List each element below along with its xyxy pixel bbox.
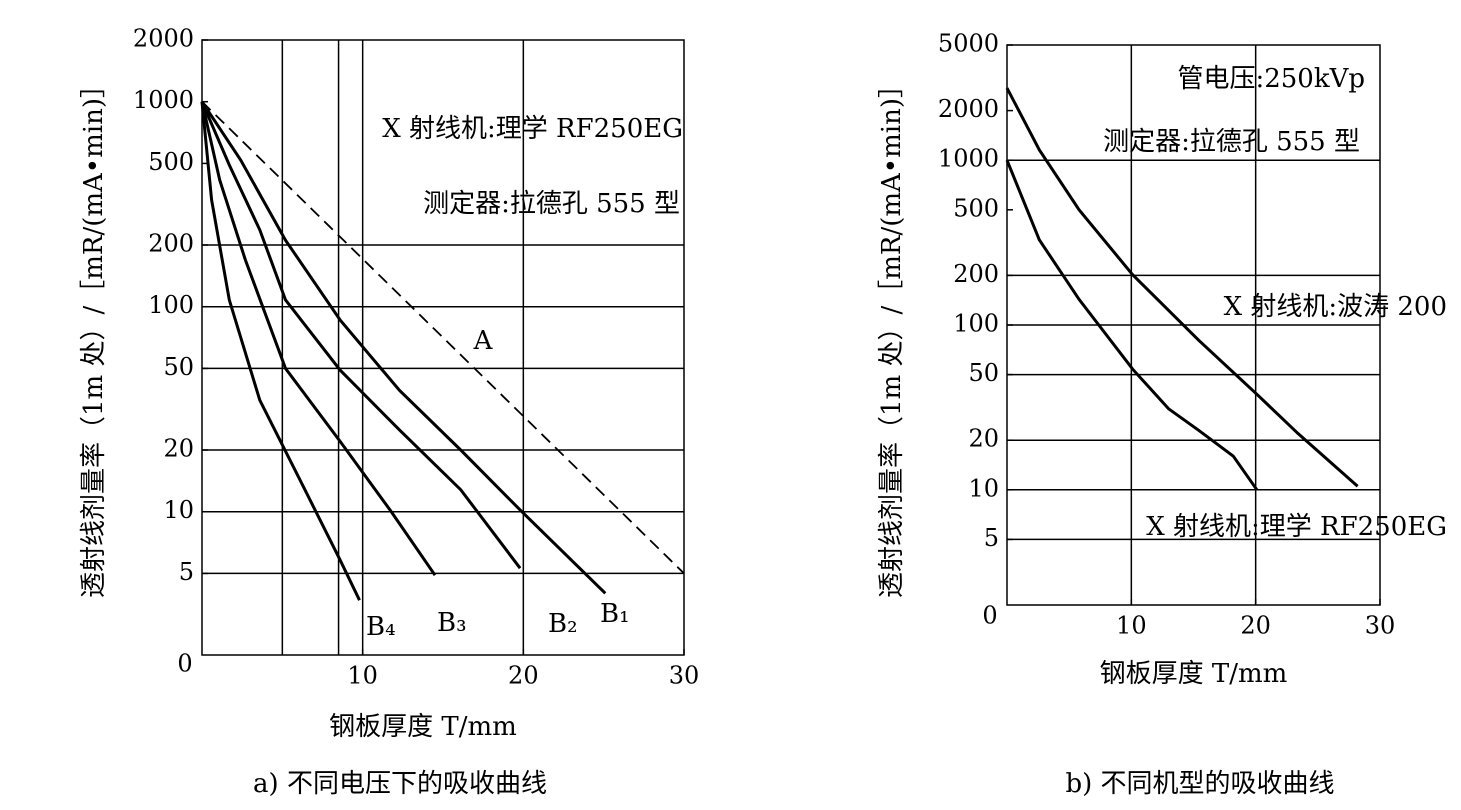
- y-tick-label: 20: [968, 425, 999, 453]
- series-label: A: [473, 326, 494, 356]
- caption: a) 不同电压下的吸收曲线: [253, 769, 547, 799]
- series-label: B₃: [437, 608, 467, 638]
- y-tick-label: 200: [148, 230, 194, 258]
- curve: [1005, 159, 1259, 491]
- x-tick-label: 20: [1240, 612, 1271, 640]
- y-tick-label: 1000: [133, 86, 194, 114]
- x-tick-label: 30: [1365, 612, 1396, 640]
- y-tick-label: 5: [179, 558, 194, 586]
- series-label: B₂: [548, 609, 578, 639]
- y-tick-label: 5000: [938, 30, 999, 58]
- y-tick-label: 500: [148, 148, 194, 176]
- curve: [201, 101, 685, 575]
- y-tick-label: 20: [163, 435, 194, 463]
- origin-label: 0: [177, 650, 192, 678]
- y-tick-label: 500: [953, 194, 999, 222]
- y-tick-label: 50: [163, 353, 194, 381]
- y-tick-label: 5: [984, 524, 999, 552]
- curve: [200, 101, 437, 577]
- x-tick-label: 10: [1116, 612, 1147, 640]
- series-label: B₁: [600, 599, 630, 629]
- x-axis-label: 钢板厚度 T/mm: [329, 712, 517, 742]
- x-tick-label: 20: [508, 662, 539, 690]
- series-label: X 射线机:波涛 200: [1224, 292, 1447, 322]
- annotation: X 射线机:理学 RF250EG: [382, 114, 683, 144]
- annotation: 测定器:拉德孔 555 型: [1103, 127, 1360, 157]
- y-tick-label: 100: [953, 310, 999, 338]
- x-tick-label: 10: [347, 662, 378, 690]
- annotation: 管电压:250kVp: [1177, 64, 1365, 94]
- y-axis-label: 透射线剂量率（1m 处）/［mR/(mA•min)］: [79, 72, 109, 598]
- annotation: 测定器:拉德孔 555 型: [423, 189, 680, 219]
- y-tick-label: 10: [163, 496, 194, 524]
- caption: b) 不同机型的吸收曲线: [1065, 769, 1334, 799]
- plot-frame: [201, 39, 685, 656]
- y-tick-label: 2000: [133, 25, 194, 53]
- y-tick-label: 2000: [938, 95, 999, 123]
- x-tick-label: 30: [669, 662, 700, 690]
- y-tick-label: 200: [953, 260, 999, 288]
- y-tick-label: 1000: [938, 145, 999, 173]
- curve: [200, 101, 522, 570]
- y-axis-label: 透射线剂量率（1m 处）/［mR/(mA•min)］: [877, 72, 907, 598]
- y-tick-label: 50: [968, 359, 999, 387]
- origin-label: 0: [982, 602, 997, 630]
- x-axis-label: 钢板厚度 T/mm: [1100, 659, 1288, 689]
- y-tick-label: 100: [148, 291, 194, 319]
- curve: [200, 100, 607, 595]
- y-tick-label: 10: [968, 474, 999, 502]
- series-label: X 射线机:理学 RF250EG: [1146, 512, 1447, 542]
- curve: [200, 101, 361, 601]
- series-label: B₄: [366, 612, 396, 642]
- curve: [1005, 87, 1359, 488]
